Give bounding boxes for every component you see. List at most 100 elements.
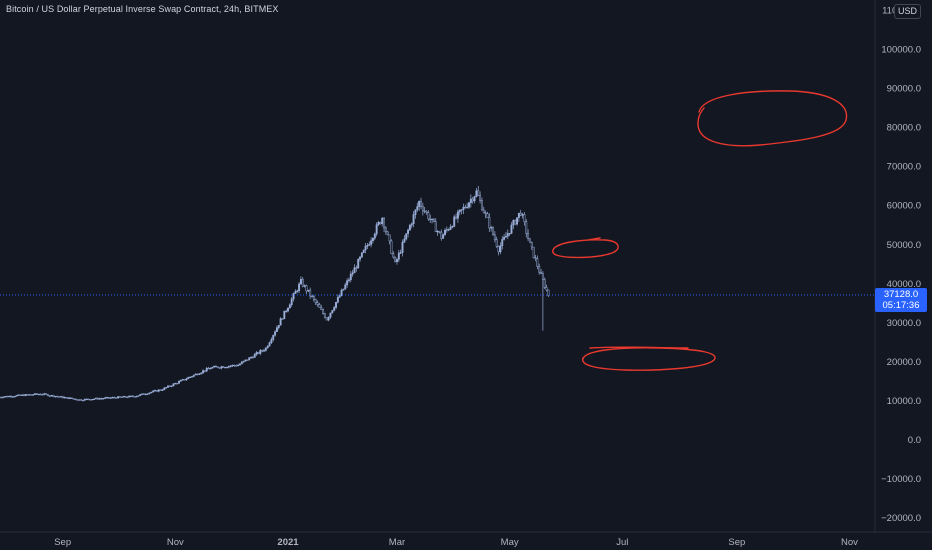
candle [480, 197, 483, 211]
candle [176, 382, 179, 385]
candle [83, 398, 86, 402]
candle [488, 213, 491, 232]
candle [541, 271, 544, 331]
candle [24, 393, 27, 397]
candle [17, 394, 20, 396]
y-tick-label: 70000.0 [887, 162, 921, 173]
currency-button[interactable]: USD [894, 4, 922, 19]
candle [142, 393, 145, 395]
candle [242, 360, 245, 363]
candle [344, 282, 347, 290]
candle [336, 294, 339, 304]
candle [115, 397, 118, 399]
candle [434, 218, 437, 232]
x-tick-label: Sep [54, 537, 71, 548]
candle [499, 242, 502, 255]
candle [72, 398, 75, 400]
candle [420, 197, 422, 210]
candle [290, 296, 293, 307]
candle [181, 378, 184, 381]
candle [166, 385, 169, 388]
y-tick-label: 80000.0 [887, 123, 921, 134]
drawing-ellipse[interactable] [582, 346, 716, 371]
candle [52, 394, 55, 398]
x-tick-label: May [501, 537, 519, 548]
candle [174, 382, 177, 385]
candle [268, 341, 271, 347]
candle [349, 271, 352, 283]
candle [91, 398, 94, 401]
candle [357, 258, 360, 269]
candle [111, 396, 114, 399]
candle [227, 365, 230, 369]
candle [198, 373, 201, 375]
candle [28, 394, 31, 396]
candle [240, 360, 243, 365]
drawing-ellipse[interactable] [697, 90, 848, 147]
candle [220, 365, 223, 370]
candle [69, 397, 72, 399]
candle [124, 396, 127, 398]
candle [272, 334, 275, 342]
candle [427, 210, 430, 221]
candle [161, 388, 164, 391]
candle [436, 230, 439, 236]
candle [410, 222, 413, 229]
candle [226, 366, 228, 369]
candle [309, 287, 312, 300]
candle [475, 187, 478, 198]
candle [460, 209, 463, 215]
last-price-label: 37128.0 05:17:36 [875, 288, 927, 312]
candle [314, 298, 317, 306]
candle [388, 234, 391, 245]
candle [207, 366, 210, 370]
candle [216, 366, 219, 369]
candle [519, 209, 522, 217]
price-axis: 110000.0100000.090000.080000.070000.0600… [881, 5, 921, 524]
candle [122, 395, 125, 398]
candle [516, 217, 518, 226]
price-countdown: 05:17:36 [882, 300, 920, 311]
candle [128, 395, 131, 398]
candle [529, 238, 531, 243]
candle [279, 317, 282, 326]
candle [118, 396, 121, 398]
candle [37, 393, 40, 396]
candle [444, 228, 446, 236]
candle [338, 293, 341, 298]
candle [294, 289, 297, 294]
candle [342, 288, 345, 291]
candle [48, 395, 51, 397]
candle [425, 210, 428, 215]
candle [15, 395, 18, 397]
candle [456, 209, 459, 223]
candle [377, 220, 380, 227]
candle [340, 288, 343, 297]
candle [311, 295, 313, 298]
candle [348, 277, 350, 283]
candle [152, 389, 155, 393]
candle [248, 357, 251, 361]
candle [231, 364, 234, 368]
candle [46, 394, 49, 397]
candle [381, 216, 384, 227]
candle [442, 233, 445, 239]
candle [283, 310, 286, 320]
drawing-ellipse[interactable] [552, 237, 619, 259]
candle [536, 255, 539, 270]
candle [307, 289, 310, 293]
candle [359, 255, 361, 262]
candle [503, 233, 506, 241]
candle [117, 395, 120, 399]
candle [405, 233, 408, 241]
candle [94, 397, 97, 400]
time-axis: Sep Nov 2021 Mar May Jul Sep Nov [54, 537, 858, 548]
candle [76, 399, 79, 401]
candle [11, 396, 14, 398]
candle [8, 395, 11, 398]
candle [67, 397, 70, 400]
candle [368, 241, 371, 246]
y-tick-label: 20000.0 [887, 357, 921, 368]
candle [178, 380, 180, 384]
